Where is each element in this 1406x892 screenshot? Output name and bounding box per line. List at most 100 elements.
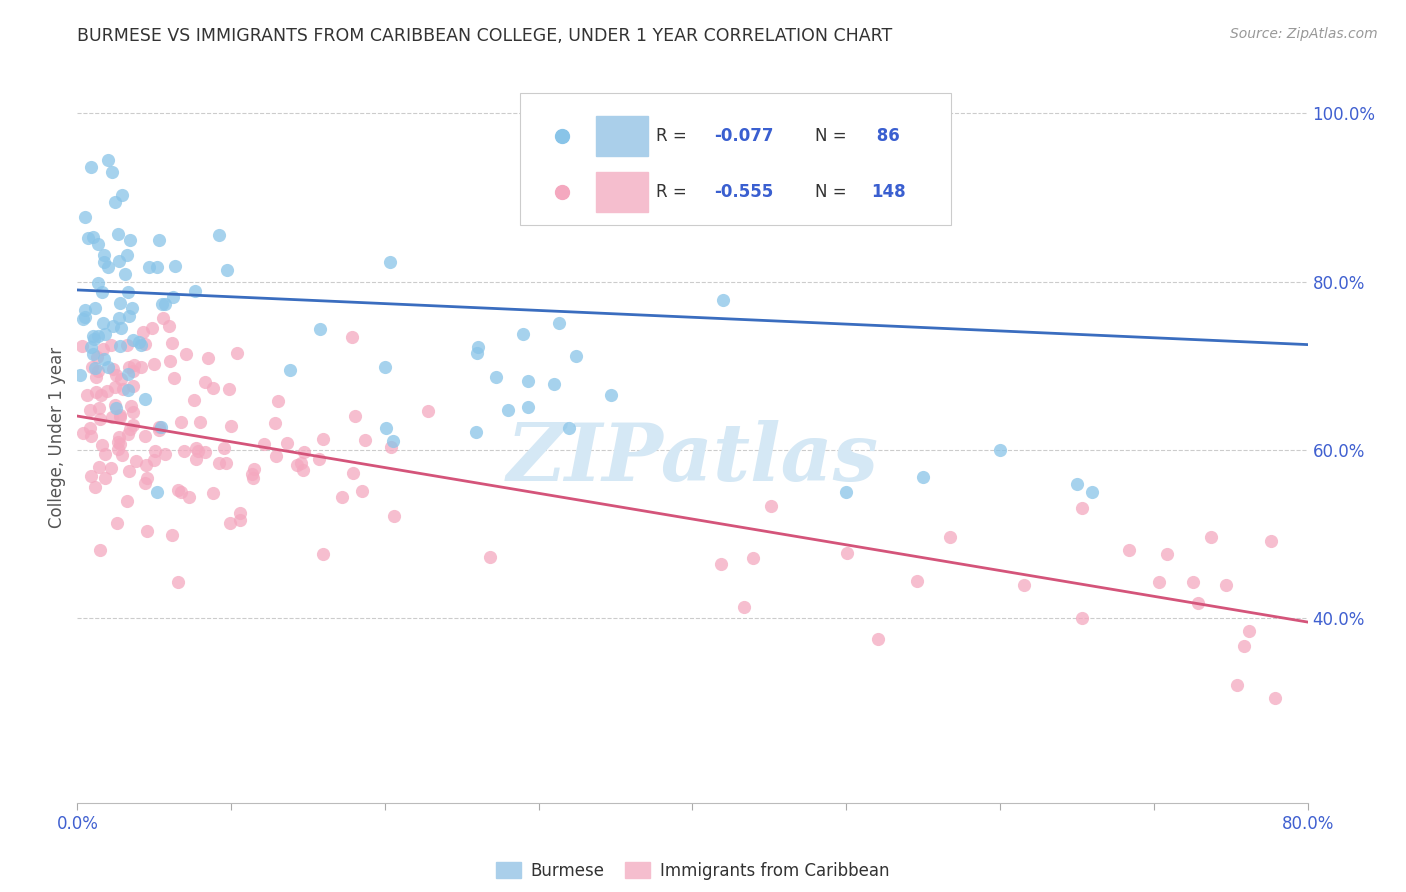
Point <box>72 312 94 326</box>
Point <box>138 260 160 274</box>
Point <box>125 453 148 467</box>
Point <box>117 285 139 299</box>
Point <box>759 500 782 514</box>
Point <box>343 409 366 423</box>
Text: -0.555: -0.555 <box>714 183 773 201</box>
Point <box>1187 596 1209 610</box>
Point <box>939 530 962 544</box>
Point <box>733 599 755 614</box>
Point <box>479 549 502 564</box>
Text: N =: N = <box>815 127 852 145</box>
Point <box>87 277 110 291</box>
Point <box>111 188 134 202</box>
Point <box>110 295 132 310</box>
Point <box>188 415 211 429</box>
Point <box>108 437 131 451</box>
Point <box>72 425 94 440</box>
Point <box>108 410 131 425</box>
FancyBboxPatch shape <box>520 94 950 225</box>
Point <box>292 445 315 459</box>
Point <box>104 368 127 383</box>
Point <box>135 458 157 473</box>
Text: 148: 148 <box>870 183 905 201</box>
Point <box>201 486 224 500</box>
Bar <box>596 172 648 212</box>
Point <box>121 301 143 315</box>
Point <box>340 330 363 344</box>
Point <box>115 248 138 262</box>
Point <box>111 382 134 396</box>
Point <box>75 303 97 318</box>
Point <box>143 443 166 458</box>
Point <box>153 296 176 310</box>
Point <box>378 255 401 269</box>
Point <box>120 399 142 413</box>
Point <box>218 382 240 396</box>
Point <box>87 364 110 378</box>
Point <box>312 432 335 446</box>
Point <box>110 409 132 423</box>
Point <box>75 210 97 224</box>
Point <box>100 461 122 475</box>
Point <box>107 442 129 456</box>
Text: R =: R = <box>655 183 692 201</box>
Point <box>110 320 132 334</box>
Point <box>179 491 201 505</box>
Point <box>115 494 138 508</box>
Point <box>194 444 217 458</box>
Point <box>517 401 540 415</box>
Point <box>83 301 105 315</box>
Point <box>240 467 263 481</box>
Point <box>80 360 103 375</box>
Point <box>145 484 167 499</box>
Point <box>96 384 118 398</box>
Point <box>183 392 205 407</box>
Point <box>835 546 858 560</box>
Point <box>118 309 141 323</box>
Point <box>93 447 115 461</box>
Point <box>167 575 190 590</box>
Point <box>117 426 139 441</box>
Point <box>152 311 174 326</box>
Point <box>1182 575 1205 590</box>
Point <box>97 153 120 168</box>
Point <box>1081 484 1104 499</box>
Point <box>170 415 193 429</box>
Point <box>110 372 132 386</box>
Point <box>87 401 110 415</box>
Point <box>543 376 565 391</box>
Point <box>107 311 129 326</box>
Point <box>1012 578 1035 592</box>
Point <box>174 347 197 361</box>
Point <box>79 340 101 354</box>
Point <box>170 485 193 500</box>
Point <box>212 442 235 456</box>
Point <box>101 165 124 179</box>
Point <box>82 346 104 360</box>
Point <box>146 260 169 274</box>
Point <box>135 471 157 485</box>
Point <box>309 322 332 336</box>
Point <box>90 388 112 402</box>
Point <box>69 368 91 382</box>
Point <box>135 524 157 538</box>
Point <box>1199 531 1222 545</box>
Point <box>87 329 110 343</box>
Point <box>101 410 124 425</box>
Point <box>1264 690 1286 705</box>
Point <box>97 260 120 274</box>
Point <box>128 334 150 349</box>
Point <box>905 574 928 588</box>
Text: Source: ZipAtlas.com: Source: ZipAtlas.com <box>1230 27 1378 41</box>
Point <box>1118 542 1140 557</box>
Point <box>143 452 166 467</box>
Point <box>132 325 155 339</box>
Point <box>159 354 181 368</box>
Point <box>1147 575 1170 590</box>
Point <box>134 429 156 443</box>
Point <box>183 284 205 298</box>
Point <box>93 255 115 269</box>
Point <box>208 456 231 470</box>
Point <box>76 231 98 245</box>
Point <box>84 385 107 400</box>
